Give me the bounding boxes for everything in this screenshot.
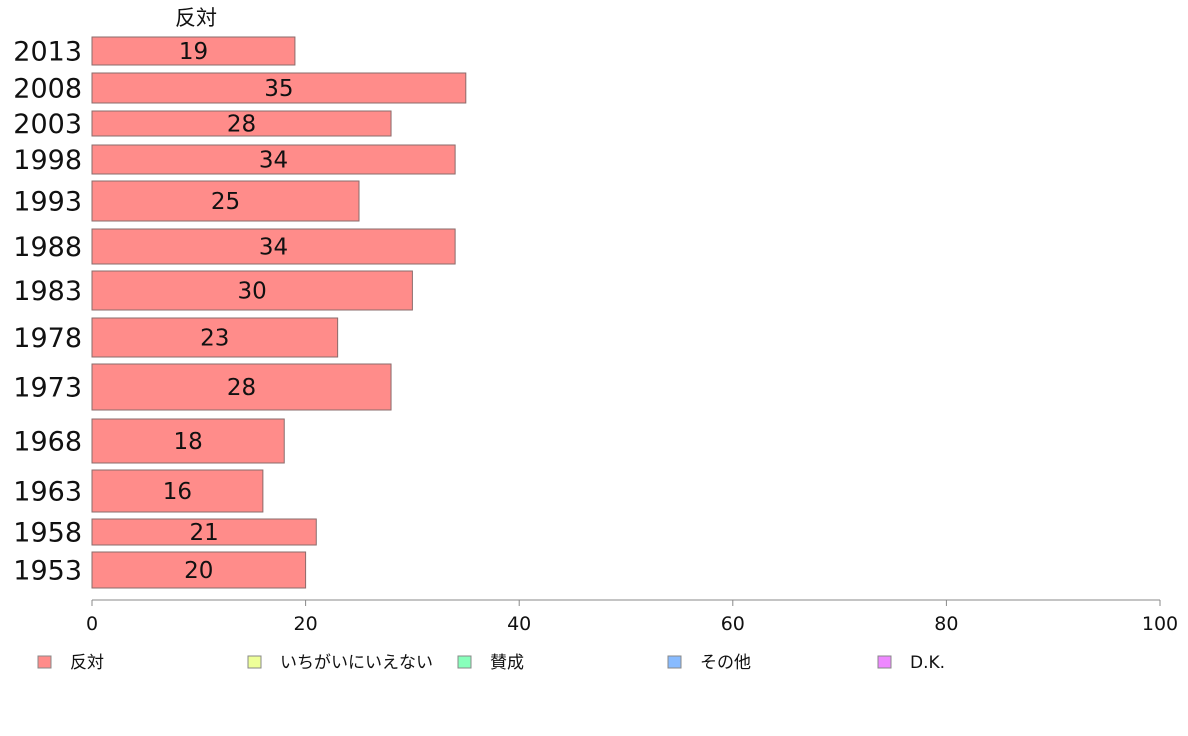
category-label-1963: 1963 <box>13 477 82 508</box>
bar-value-label-1983: 30 <box>238 279 267 305</box>
legend-label-1: いちがいにいえない <box>280 653 433 673</box>
category-label-1978: 1978 <box>13 323 82 354</box>
legend-label-0: 反対 <box>70 653 104 673</box>
legend-swatch-3 <box>667 655 682 669</box>
bar-value-label-2003: 28 <box>227 112 256 138</box>
bar-value-label-1978: 23 <box>200 326 229 352</box>
bar-value-label-2013: 19 <box>179 39 208 65</box>
category-label-1973: 1973 <box>13 373 82 404</box>
bar-1958 <box>91 518 317 546</box>
legend-swatch-4 <box>877 655 892 669</box>
category-label-1968: 1968 <box>13 427 82 458</box>
category-label-2008: 2008 <box>13 74 82 105</box>
bar-1993 <box>91 180 360 222</box>
category-label-1958: 1958 <box>13 518 82 549</box>
bar-value-label-2008: 35 <box>264 76 293 102</box>
category-label-1993: 1993 <box>13 187 82 218</box>
x-tick-label-40: 40 <box>507 613 531 635</box>
x-axis: 0 20 40 60 80 100 <box>86 599 1178 635</box>
bar-value-label-1953: 20 <box>184 558 213 584</box>
category-label-2003: 2003 <box>13 109 82 140</box>
x-tick-label-80: 80 <box>934 613 958 635</box>
category-label-1953: 1953 <box>13 556 82 587</box>
x-tick-label-60: 60 <box>721 613 745 635</box>
x-tick-label-0: 0 <box>86 613 98 635</box>
legend: 反対 いちがいにいえない 賛成 その他 D.K. <box>37 653 945 673</box>
legend-label-2: 賛成 <box>490 653 524 673</box>
bar-2008 <box>91 72 467 104</box>
bar-2013 <box>91 36 296 66</box>
category-label-1983: 1983 <box>13 276 82 307</box>
bar-value-label-1958: 21 <box>189 520 218 546</box>
bar-1973 <box>91 363 392 411</box>
series-title: 反対 <box>175 6 217 30</box>
legend-label-4: D.K. <box>910 653 945 673</box>
bar-value-label-1993: 25 <box>211 189 240 215</box>
category-label-2013: 2013 <box>13 37 82 68</box>
bar-1998 <box>91 144 456 175</box>
bar-1978 <box>91 317 339 358</box>
bar-1983 <box>91 270 413 311</box>
bar-value-label-1968: 18 <box>173 429 202 455</box>
legend-swatch-1 <box>247 655 262 669</box>
x-tick-label-100: 100 <box>1142 613 1178 635</box>
bar-value-label-1963: 16 <box>163 479 192 505</box>
bar-value-label-1998: 34 <box>259 148 288 174</box>
bar-1968 <box>91 418 285 464</box>
x-tick-label-20: 20 <box>294 613 318 635</box>
bar-value-label-1973: 28 <box>227 375 256 401</box>
legend-swatch-0 <box>37 655 52 669</box>
bar-1988 <box>91 228 456 265</box>
bar-value-label-1988: 34 <box>259 235 288 261</box>
category-label-1988: 1988 <box>13 232 82 263</box>
bar-1953 <box>91 551 307 589</box>
bar-2003 <box>91 110 392 137</box>
bar-1963 <box>91 469 264 513</box>
category-label-1998: 1998 <box>13 145 82 176</box>
legend-swatch-2 <box>457 655 472 669</box>
category-labels: 2013 2008 2003 1998 1993 1988 1983 1978 1973 1968… <box>13 37 82 587</box>
legend-label-3: その他 <box>700 653 751 673</box>
